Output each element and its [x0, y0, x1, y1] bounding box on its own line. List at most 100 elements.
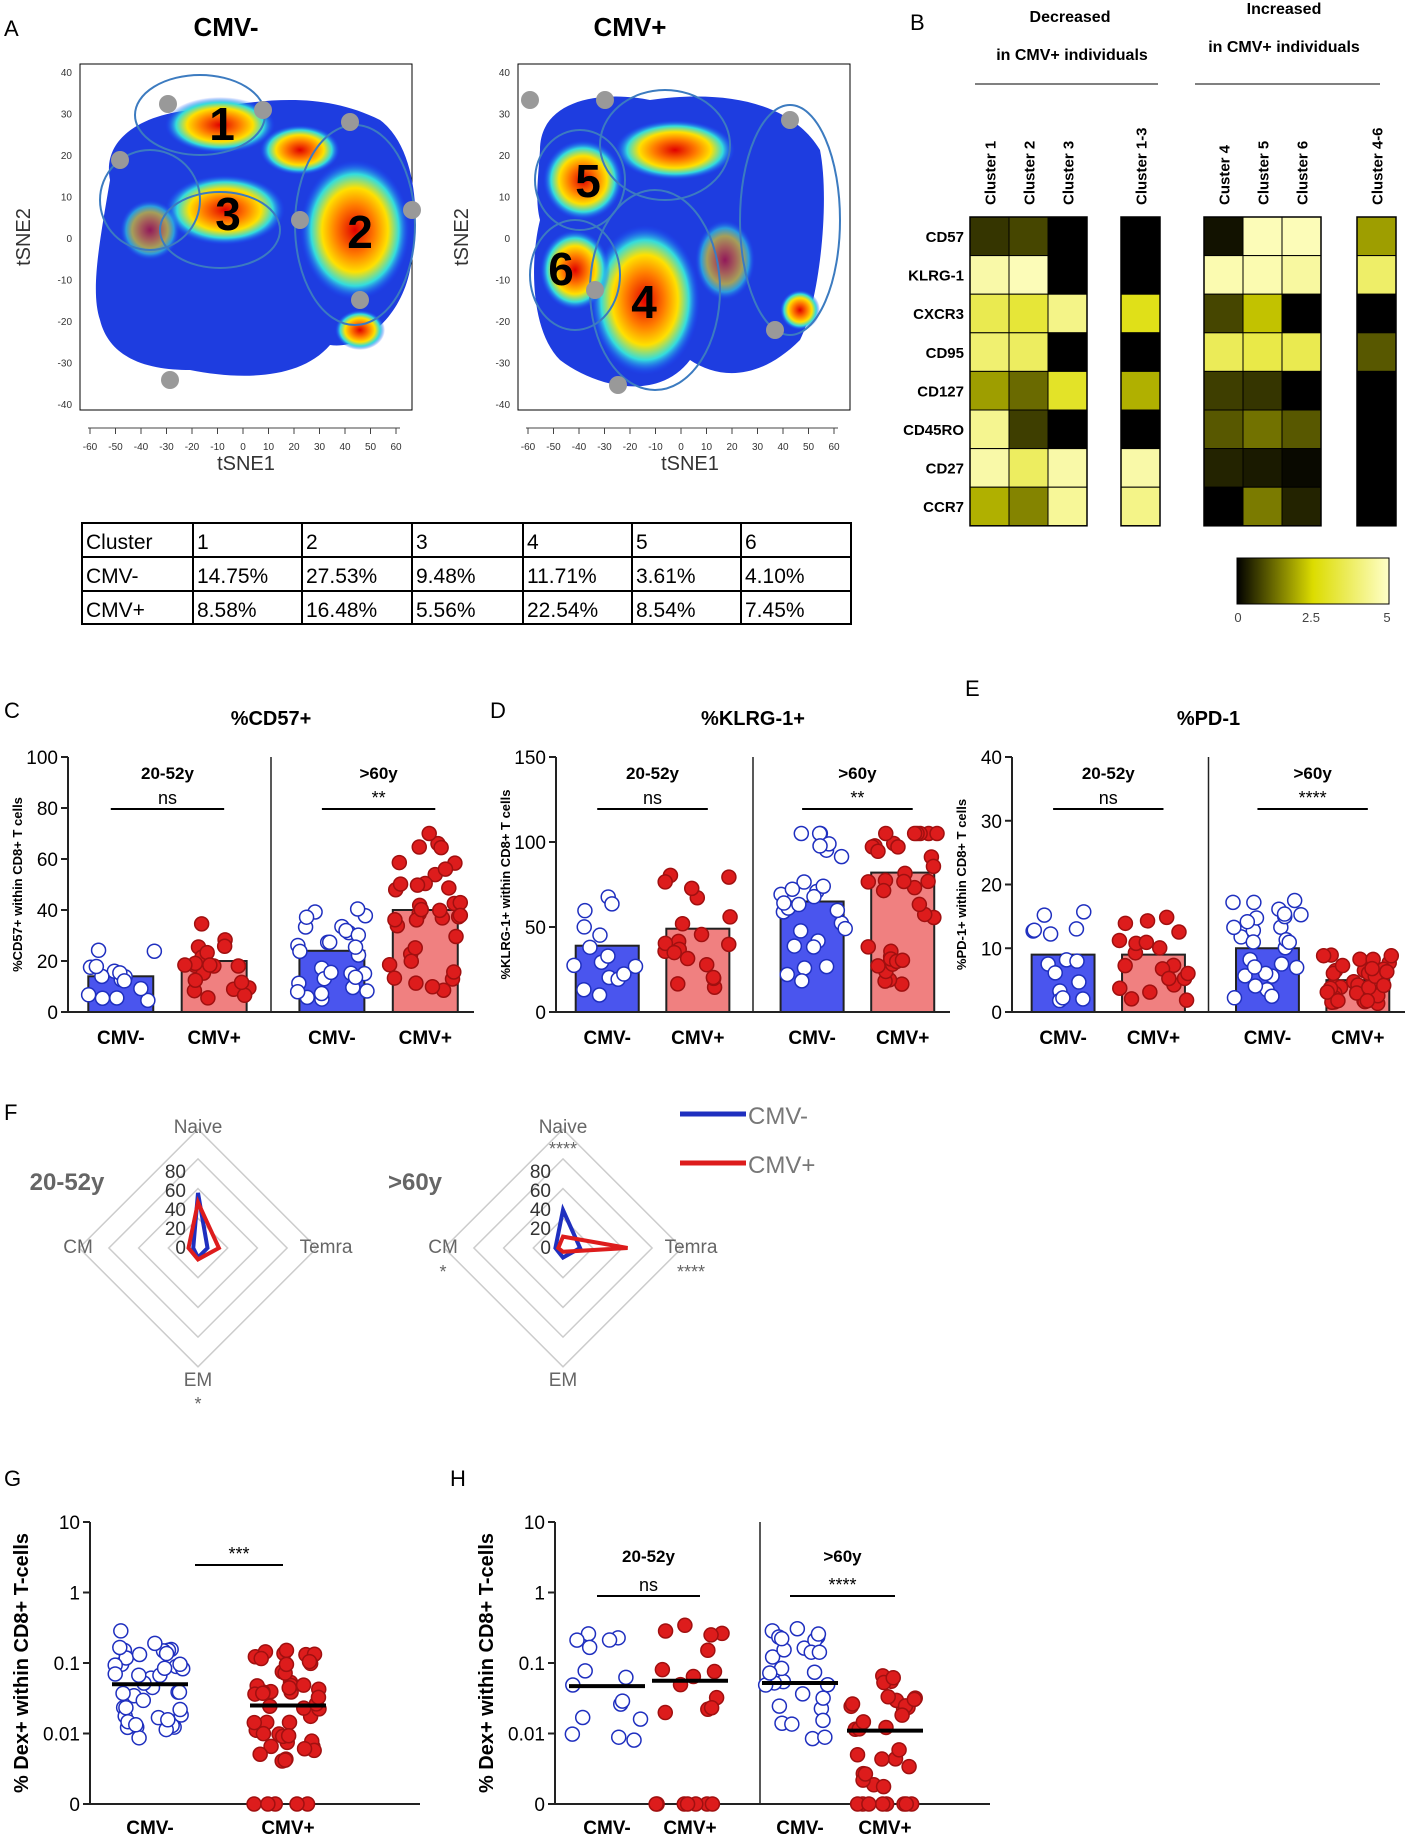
data-point: [323, 964, 339, 981]
heatmap-cell: [1120, 448, 1161, 488]
y-tick-label: -30: [58, 359, 73, 370]
radar-tick-label: 40: [165, 1200, 186, 1221]
y-tick-label: 50: [525, 918, 546, 939]
heatmap-col-label: Cluster 1-3: [1134, 127, 1151, 205]
data-point: [252, 1746, 268, 1763]
pd1-bar-plot: %PD-1 0 10 20 30 40 %PD-1+ within CD8+ T cells…: [954, 708, 1405, 1049]
data-point: [811, 1644, 828, 1660]
data-point: [94, 990, 111, 1007]
x-category-label: CMV+: [261, 1818, 314, 1839]
data-point: [255, 1725, 272, 1742]
radar-significance: ****: [677, 1262, 705, 1282]
data-point: [280, 1728, 297, 1744]
y-tick-label: 0: [535, 1003, 546, 1024]
data-point: [792, 923, 809, 939]
y-tick-label: -10: [58, 276, 73, 287]
age-group-label: 20-52y: [1082, 764, 1135, 783]
heatmap-cell: [1047, 486, 1088, 527]
y-tick-label: 100: [514, 833, 546, 854]
table-header-cell: 5: [636, 531, 648, 554]
data-point: [1225, 894, 1241, 911]
data-point: [706, 1663, 723, 1680]
data-point: [1142, 984, 1158, 1000]
colorbar-tick: 0: [1234, 610, 1241, 625]
heatmap-cell: [1203, 255, 1244, 295]
data-point: [855, 1714, 872, 1730]
y-tick-label: 40: [499, 68, 511, 79]
data-point: [295, 1677, 312, 1693]
heatmap-cell: [1356, 486, 1397, 527]
table-header-cell: 2: [306, 531, 318, 554]
data-point: [796, 960, 813, 976]
tsne-title: CMV+: [594, 12, 667, 42]
data-point: [657, 1704, 674, 1721]
cluster-label-2: 2: [347, 206, 373, 258]
data-point: [1026, 922, 1043, 938]
data-point: [1273, 956, 1290, 972]
data-point: [187, 972, 204, 989]
data-point: [216, 938, 233, 954]
x-tick-label: -30: [159, 442, 174, 453]
heatmap-cell: [1356, 370, 1397, 411]
heatmap-cell: [1120, 486, 1161, 527]
data-point: [591, 987, 608, 1003]
data-point: [1276, 906, 1293, 922]
data-point: [906, 825, 923, 842]
heatmap-cell: [1281, 332, 1322, 372]
y-tick-label: -30: [496, 359, 511, 370]
data-point: [618, 1669, 634, 1686]
data-point: [1359, 992, 1376, 1009]
data-point: [392, 876, 409, 892]
data-point: [230, 958, 247, 974]
radar-axis-label: Naive: [174, 1117, 223, 1138]
y-tick-label: 80: [37, 799, 58, 820]
data-point: [666, 944, 682, 961]
legend-label-cmv-pos: CMV+: [748, 1152, 815, 1179]
radar-tick-label: 80: [530, 1162, 551, 1183]
data-point: [874, 1796, 891, 1812]
x-tick-label: 30: [752, 442, 764, 453]
heatmap-cell: [1047, 448, 1088, 488]
heatmap-col-label: Cluster 6: [1295, 141, 1312, 205]
data-point: [1042, 926, 1059, 942]
data-point: [236, 987, 253, 1004]
data-point: [784, 881, 801, 897]
data-point: [705, 969, 722, 986]
data-point: [1076, 904, 1092, 920]
data-point: [1036, 907, 1053, 923]
data-point: [193, 916, 210, 932]
radar-axis-label: Naive: [539, 1117, 588, 1138]
y-tick-label: 10: [61, 193, 73, 204]
tsne-ylabel: tSNE2: [451, 208, 473, 266]
data-point: [794, 973, 810, 989]
data-point: [721, 869, 737, 885]
cd57-bar-plot: %CD57+ 0 20 40 60 80 100 %CD57+ within CD8+ T c…: [10, 708, 474, 1049]
x-tick-label: 50: [803, 442, 815, 453]
heatmap-cell: [1047, 409, 1088, 450]
chart-title: %CD57+: [231, 708, 312, 730]
heatmap-cell: [1242, 255, 1283, 295]
data-point: [806, 1664, 823, 1681]
data-point: [812, 838, 828, 854]
data-point: [610, 1729, 627, 1745]
data-point: [421, 825, 437, 842]
radar-significance: ****: [549, 1139, 577, 1159]
data-point: [160, 1712, 176, 1728]
data-point: [616, 966, 632, 982]
data-point: [200, 990, 216, 1006]
y-tick-label: 1: [69, 1584, 80, 1605]
data-point: [116, 973, 133, 989]
x-tick-label: -10: [648, 442, 663, 453]
y-axis-label: %PD-1+ within CD8+ T cells: [954, 799, 969, 970]
data-point: [1330, 992, 1346, 1009]
data-point: [870, 958, 886, 974]
heatmap-cell: [1242, 370, 1283, 411]
x-tick-label: 0: [240, 442, 246, 453]
data-point: [679, 950, 696, 967]
table-header-cell: Cluster: [86, 531, 153, 554]
data-point: [654, 1661, 671, 1678]
y-tick-label: 1: [534, 1584, 545, 1605]
data-point: [683, 880, 700, 897]
heatmap-row-label: CCR7: [923, 499, 964, 516]
heatmap-row-label: CD127: [917, 383, 964, 400]
